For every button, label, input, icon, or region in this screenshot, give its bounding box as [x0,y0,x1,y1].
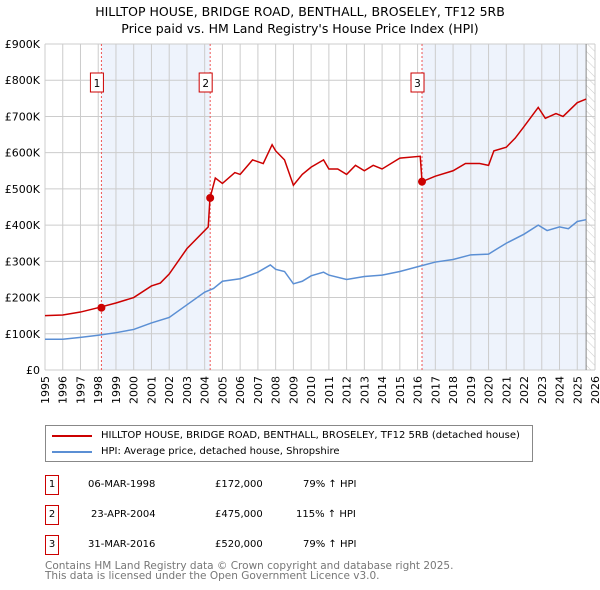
price-chart: 1995 1996 1997 1998 1999 2000 2001 2002 2003 2004… [5,38,600,404]
hpi-change: 79% ↑ HPI [303,479,357,490]
x-tick-label: 2013 [358,376,371,404]
x-tick-label: 2003 [181,376,194,404]
x-tick-label: 2022 [518,376,531,404]
hpi-change: 115% ↑ HPI [296,509,356,520]
y-tick-label: £300K [5,255,41,268]
x-tick-label: 2002 [163,376,176,404]
sale-point [206,193,215,202]
x-tick-label: 1996 [57,376,70,404]
x-tick-label: 2023 [536,376,549,404]
x-tick-label: 2006 [234,376,247,404]
x-tick-label: 2014 [376,376,389,404]
transaction-row: 3 31-MAR-2016 £520,000 79% ↑ HPI [45,535,445,555]
marker-badge: 2 [45,505,59,525]
y-tick-label: £800K [5,74,41,87]
legend-swatch-red [52,434,92,437]
hpi-change: 79% ↑ HPI [303,539,357,550]
x-tick-label: 2021 [500,376,513,404]
legend-item-hpi: HPI: Average price, detached house, Shro… [52,446,340,457]
shaded-period [101,44,211,370]
sale-badge-label: 3 [414,78,421,90]
title-line: HILLTOP HOUSE, BRIDGE ROAD, BENTHALL, BR… [95,4,505,19]
y-tick-label: £500K [5,183,41,196]
x-tick-label: 2020 [483,376,496,404]
transaction-row: 1 06-MAR-1998 £172,000 79% ↑ HPI [45,475,445,495]
y-tick-label: £900K [5,38,41,51]
price: £172,000 [215,479,263,490]
x-tick-label: 1998 [92,376,105,404]
x-tick-label: 2007 [252,376,265,404]
legend-swatch-blue [52,450,92,453]
x-tick-label: 2011 [323,376,336,404]
x-tick-label: 2005 [216,376,229,404]
x-tick-label: 2025 [571,376,584,404]
shaded-period [422,44,587,370]
x-tick-label: 2010 [305,376,318,404]
x-tick-label: 2016 [412,376,425,404]
sale-badge-label: 2 [202,78,209,90]
x-tick-label: 2019 [465,376,478,404]
date: 23-APR-2004 [91,509,156,520]
x-tick-label: 2018 [447,376,460,404]
price: £520,000 [215,539,263,550]
series-line [45,218,587,340]
marker-badge: 1 [45,475,59,495]
x-tick-label: 1995 [39,376,52,404]
subtitle-line: Price paid vs. HM Land Registry's House … [121,21,479,36]
y-tick-label: £700K [5,110,41,123]
footer: Contains HM Land Registry data © Crown c… [45,560,454,582]
x-tick-label: 2004 [199,376,212,404]
y-tick-label: £100K [5,328,41,341]
forecast-hatch [586,44,595,370]
sale-badge [410,72,425,93]
legend-label: HPI: Average price, detached house, Shro… [101,446,340,457]
y-tick-label: £200K [5,292,41,305]
sale-badge-label: 1 [94,78,101,90]
x-tick-label: 2012 [341,376,354,404]
x-tick-label: 2000 [128,376,141,404]
y-tick-label: £0 [26,364,40,377]
x-tick-label: 2009 [287,376,300,404]
licence-text: This data is licensed under the Open Gov… [45,570,380,582]
y-tick-label: £600K [5,147,41,160]
date: 31-MAR-2016 [88,539,156,550]
y-tick-label: £400K [5,219,41,232]
transaction-row: 2 23-APR-2004 £475,000 115% ↑ HPI [45,505,445,525]
sale-badge [89,72,104,93]
x-tick-label: 2026 [589,376,600,404]
sale-point [97,303,106,312]
series-line [44,98,587,317]
legend-label: HILLTOP HOUSE, BRIDGE ROAD, BENTHALL, BR… [101,430,520,441]
x-tick-label: 2024 [554,376,567,404]
x-tick-label: 2001 [145,376,158,404]
sale-badge [198,72,213,93]
chart-title: HILLTOP HOUSE, BRIDGE ROAD, BENTHALL, BR… [0,3,600,37]
x-tick-label: 1997 [74,376,87,404]
legend: HILLTOP HOUSE, BRIDGE ROAD, BENTHALL, BR… [45,425,533,462]
x-tick-label: 1999 [110,376,123,404]
sale-point [418,177,427,186]
date: 06-MAR-1998 [88,479,156,490]
x-tick-label: 2008 [270,376,283,404]
x-tick-label: 2017 [429,376,442,404]
x-tick-label: 2015 [394,376,407,404]
copyright-text: Contains HM Land Registry data © Crown c… [45,560,454,572]
marker-badge: 3 [45,535,59,555]
legend-item-property: HILLTOP HOUSE, BRIDGE ROAD, BENTHALL, BR… [52,430,520,441]
price: £475,000 [215,509,263,520]
